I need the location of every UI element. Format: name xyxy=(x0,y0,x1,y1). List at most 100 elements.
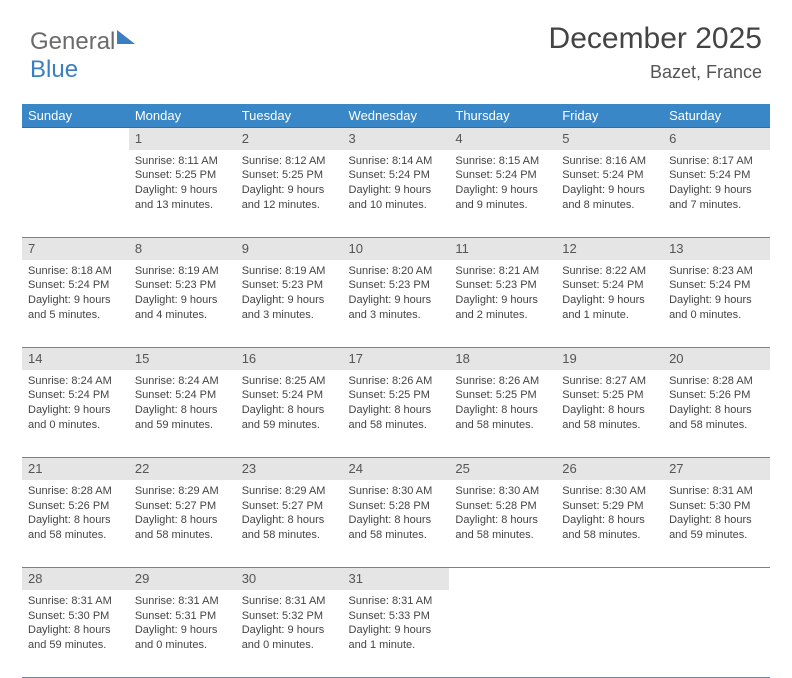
day-number: 5 xyxy=(556,128,663,150)
logo-part2: Blue xyxy=(30,56,78,83)
day-number: 9 xyxy=(236,238,343,260)
day-cell: Sunrise: 8:28 AMSunset: 5:26 PMDaylight:… xyxy=(663,370,770,458)
day-cell-text: Sunrise: 8:17 AMSunset: 5:24 PMDaylight:… xyxy=(669,154,764,213)
day-number: 19 xyxy=(556,348,663,370)
day-cell xyxy=(22,150,129,238)
day-number: 15 xyxy=(129,348,236,370)
day-cell-text: Sunrise: 8:31 AMSunset: 5:33 PMDaylight:… xyxy=(349,594,444,653)
day-detail-row: Sunrise: 8:11 AMSunset: 5:25 PMDaylight:… xyxy=(22,150,770,238)
day-cell-text: Sunrise: 8:24 AMSunset: 5:24 PMDaylight:… xyxy=(28,374,123,433)
day-cell-text: Sunrise: 8:28 AMSunset: 5:26 PMDaylight:… xyxy=(669,374,764,433)
page-title: December 2025 xyxy=(549,22,762,56)
day-number: 12 xyxy=(556,238,663,260)
day-cell: Sunrise: 8:22 AMSunset: 5:24 PMDaylight:… xyxy=(556,260,663,348)
day-cell: Sunrise: 8:12 AMSunset: 5:25 PMDaylight:… xyxy=(236,150,343,238)
day-number: 23 xyxy=(236,458,343,480)
day-cell-text: Sunrise: 8:24 AMSunset: 5:24 PMDaylight:… xyxy=(135,374,230,433)
daynum-row: 78910111213 xyxy=(22,238,770,260)
day-number: 3 xyxy=(343,128,450,150)
day-number: 2 xyxy=(236,128,343,150)
day-detail-row: Sunrise: 8:24 AMSunset: 5:24 PMDaylight:… xyxy=(22,370,770,458)
daynum-row: 28293031 xyxy=(22,568,770,590)
day-number: 31 xyxy=(343,568,450,590)
day-cell: Sunrise: 8:15 AMSunset: 5:24 PMDaylight:… xyxy=(449,150,556,238)
day-number: 11 xyxy=(449,238,556,260)
day-detail-row: Sunrise: 8:31 AMSunset: 5:30 PMDaylight:… xyxy=(22,590,770,678)
day-cell-text: Sunrise: 8:26 AMSunset: 5:25 PMDaylight:… xyxy=(349,374,444,433)
day-cell-text: Sunrise: 8:22 AMSunset: 5:24 PMDaylight:… xyxy=(562,264,657,323)
day-number: 20 xyxy=(663,348,770,370)
day-cell: Sunrise: 8:29 AMSunset: 5:27 PMDaylight:… xyxy=(129,480,236,568)
header: December 2025 Bazet, France xyxy=(549,22,762,83)
day-cell-text: Sunrise: 8:12 AMSunset: 5:25 PMDaylight:… xyxy=(242,154,337,213)
day-number xyxy=(22,128,129,150)
day-cell-text: Sunrise: 8:31 AMSunset: 5:30 PMDaylight:… xyxy=(669,484,764,543)
day-cell: Sunrise: 8:27 AMSunset: 5:25 PMDaylight:… xyxy=(556,370,663,458)
day-number: 7 xyxy=(22,238,129,260)
day-number: 21 xyxy=(22,458,129,480)
day-number: 24 xyxy=(343,458,450,480)
day-number xyxy=(663,568,770,590)
calendar-table: SundayMondayTuesdayWednesdayThursdayFrid… xyxy=(22,104,770,678)
day-cell-text: Sunrise: 8:14 AMSunset: 5:24 PMDaylight:… xyxy=(349,154,444,213)
day-cell: Sunrise: 8:23 AMSunset: 5:24 PMDaylight:… xyxy=(663,260,770,348)
day-cell xyxy=(663,590,770,678)
day-number: 30 xyxy=(236,568,343,590)
logo-triangle-icon xyxy=(117,30,135,44)
day-number: 6 xyxy=(663,128,770,150)
daynum-row: 123456 xyxy=(22,128,770,150)
day-number xyxy=(449,568,556,590)
day-cell: Sunrise: 8:30 AMSunset: 5:28 PMDaylight:… xyxy=(343,480,450,568)
day-cell-text: Sunrise: 8:30 AMSunset: 5:29 PMDaylight:… xyxy=(562,484,657,543)
day-cell: Sunrise: 8:20 AMSunset: 5:23 PMDaylight:… xyxy=(343,260,450,348)
day-cell-text: Sunrise: 8:19 AMSunset: 5:23 PMDaylight:… xyxy=(242,264,337,323)
day-cell: Sunrise: 8:31 AMSunset: 5:32 PMDaylight:… xyxy=(236,590,343,678)
weekday-header: Thursday xyxy=(449,104,556,128)
day-cell xyxy=(556,590,663,678)
day-cell-text: Sunrise: 8:25 AMSunset: 5:24 PMDaylight:… xyxy=(242,374,337,433)
day-number: 1 xyxy=(129,128,236,150)
logo: General Blue xyxy=(30,28,135,84)
day-number: 28 xyxy=(22,568,129,590)
daynum-row: 14151617181920 xyxy=(22,348,770,370)
day-number: 27 xyxy=(663,458,770,480)
day-number: 22 xyxy=(129,458,236,480)
logo-part1: General xyxy=(30,28,115,55)
day-cell-text: Sunrise: 8:28 AMSunset: 5:26 PMDaylight:… xyxy=(28,484,123,543)
weekday-header: Monday xyxy=(129,104,236,128)
day-detail-row: Sunrise: 8:28 AMSunset: 5:26 PMDaylight:… xyxy=(22,480,770,568)
day-cell: Sunrise: 8:11 AMSunset: 5:25 PMDaylight:… xyxy=(129,150,236,238)
day-cell-text: Sunrise: 8:27 AMSunset: 5:25 PMDaylight:… xyxy=(562,374,657,433)
weekday-header-row: SundayMondayTuesdayWednesdayThursdayFrid… xyxy=(22,104,770,128)
day-number: 4 xyxy=(449,128,556,150)
day-number: 18 xyxy=(449,348,556,370)
day-cell: Sunrise: 8:16 AMSunset: 5:24 PMDaylight:… xyxy=(556,150,663,238)
day-cell: Sunrise: 8:24 AMSunset: 5:24 PMDaylight:… xyxy=(22,370,129,458)
day-cell-text: Sunrise: 8:31 AMSunset: 5:30 PMDaylight:… xyxy=(28,594,123,653)
day-cell: Sunrise: 8:26 AMSunset: 5:25 PMDaylight:… xyxy=(343,370,450,458)
day-cell-text: Sunrise: 8:11 AMSunset: 5:25 PMDaylight:… xyxy=(135,154,230,213)
weekday-header: Sunday xyxy=(22,104,129,128)
day-cell-text: Sunrise: 8:29 AMSunset: 5:27 PMDaylight:… xyxy=(135,484,230,543)
day-number: 13 xyxy=(663,238,770,260)
day-number: 25 xyxy=(449,458,556,480)
day-cell-text: Sunrise: 8:30 AMSunset: 5:28 PMDaylight:… xyxy=(349,484,444,543)
day-cell-text: Sunrise: 8:18 AMSunset: 5:24 PMDaylight:… xyxy=(28,264,123,323)
day-cell: Sunrise: 8:21 AMSunset: 5:23 PMDaylight:… xyxy=(449,260,556,348)
day-cell: Sunrise: 8:31 AMSunset: 5:31 PMDaylight:… xyxy=(129,590,236,678)
weekday-header: Friday xyxy=(556,104,663,128)
day-number: 10 xyxy=(343,238,450,260)
weekday-header: Saturday xyxy=(663,104,770,128)
day-cell: Sunrise: 8:30 AMSunset: 5:28 PMDaylight:… xyxy=(449,480,556,568)
day-cell-text: Sunrise: 8:23 AMSunset: 5:24 PMDaylight:… xyxy=(669,264,764,323)
day-cell: Sunrise: 8:17 AMSunset: 5:24 PMDaylight:… xyxy=(663,150,770,238)
day-cell: Sunrise: 8:14 AMSunset: 5:24 PMDaylight:… xyxy=(343,150,450,238)
day-number xyxy=(556,568,663,590)
day-cell-text: Sunrise: 8:26 AMSunset: 5:25 PMDaylight:… xyxy=(455,374,550,433)
day-cell-text: Sunrise: 8:29 AMSunset: 5:27 PMDaylight:… xyxy=(242,484,337,543)
day-cell-text: Sunrise: 8:31 AMSunset: 5:31 PMDaylight:… xyxy=(135,594,230,653)
day-cell: Sunrise: 8:24 AMSunset: 5:24 PMDaylight:… xyxy=(129,370,236,458)
day-cell-text: Sunrise: 8:31 AMSunset: 5:32 PMDaylight:… xyxy=(242,594,337,653)
day-cell xyxy=(449,590,556,678)
day-cell-text: Sunrise: 8:19 AMSunset: 5:23 PMDaylight:… xyxy=(135,264,230,323)
